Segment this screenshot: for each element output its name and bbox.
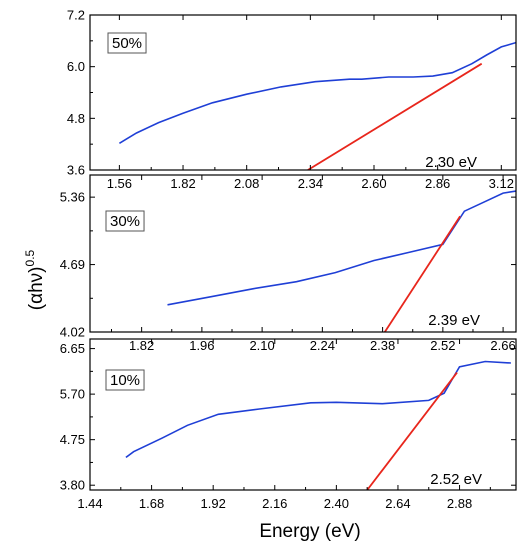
panel-frame bbox=[89, 14, 517, 171]
x-tick-label: 2.40 bbox=[324, 496, 349, 511]
x-tick-label: 2.38 bbox=[370, 338, 395, 353]
y-axis-title-base: (αhν) bbox=[26, 266, 47, 310]
x-tick-label: 2.24 bbox=[310, 338, 335, 353]
y-tick-label: 7.2 bbox=[67, 8, 85, 23]
y-tick-label: 5.70 bbox=[60, 387, 85, 402]
y-axis-title: (αhν)0.5 bbox=[23, 249, 47, 310]
x-tick-label: 1.68 bbox=[139, 496, 164, 511]
band-gap-annotation: 2.52 eV bbox=[430, 471, 482, 488]
band-gap-annotation: 2.30 eV bbox=[425, 154, 477, 171]
panel-label-box bbox=[107, 32, 147, 54]
x-tick-label: 1.82 bbox=[129, 338, 154, 353]
y-tick-label: 6.65 bbox=[60, 341, 85, 356]
x-tick-label: 2.86 bbox=[425, 176, 450, 191]
x-tick-label: 3.12 bbox=[489, 176, 514, 191]
y-tick-label: 3.6 bbox=[67, 163, 85, 178]
panel-3: 1.44 1.68 1.92 2.16 2.40 2.64 2.88 3.80 4.75 5.70… bbox=[60, 338, 517, 511]
y-tick-label: 4.75 bbox=[60, 432, 85, 447]
panel-frame bbox=[89, 174, 517, 333]
x-tick-label: 1.82 bbox=[170, 176, 195, 191]
y-tick-label: 4.02 bbox=[60, 325, 85, 340]
panel-label-box bbox=[105, 210, 145, 232]
data-line bbox=[118, 41, 516, 144]
tangent-fit-line bbox=[366, 372, 458, 490]
x-tick-label: 1.56 bbox=[107, 176, 132, 191]
y-axis-title-exponent: 0.5 bbox=[23, 249, 37, 266]
x-tick-label: 1.44 bbox=[77, 496, 102, 511]
x-tick-label: 2.34 bbox=[298, 176, 323, 191]
x-tick-label: 2.10 bbox=[249, 338, 274, 353]
x-tick-label: 2.16 bbox=[262, 496, 287, 511]
panel-label: 30% bbox=[110, 213, 140, 230]
band-gap-annotation: 2.39 eV bbox=[428, 312, 480, 329]
x-tick-label: 2.60 bbox=[361, 176, 386, 191]
panels-group: 1.56 1.82 2.08 2.34 2.60 2.86 3.12 3.6 4.8 6.0 7.2… bbox=[60, 8, 517, 511]
tangent-fit-line bbox=[384, 215, 461, 332]
y-tick-label: 3.80 bbox=[60, 478, 85, 493]
panel-label: 10% bbox=[110, 372, 140, 389]
panel-2: 1.82 1.96 2.10 2.24 2.38 2.52 2.66 4.02 4.69 5.36… bbox=[60, 174, 517, 353]
tangent-fit-line bbox=[307, 62, 483, 170]
panel-label: 50% bbox=[112, 35, 142, 52]
panel-label-box bbox=[105, 369, 145, 391]
x-tick-label: 2.52 bbox=[430, 338, 455, 353]
y-tick-label: 4.69 bbox=[60, 257, 85, 272]
y-tick-label: 6.0 bbox=[67, 59, 85, 74]
x-axis-title: Energy (eV) bbox=[259, 521, 360, 542]
data-line bbox=[167, 190, 516, 306]
svg-text:(αhν)0.5: (αhν)0.5 bbox=[23, 249, 47, 310]
panel-1: 1.56 1.82 2.08 2.34 2.60 2.86 3.12 3.6 4.8 6.0 7.2… bbox=[67, 8, 517, 191]
x-tick-label: 2.64 bbox=[385, 496, 410, 511]
y-tick-label: 5.36 bbox=[60, 190, 85, 205]
y-tick-label: 4.8 bbox=[67, 111, 85, 126]
panel-frame bbox=[89, 338, 517, 491]
x-tick-label: 2.88 bbox=[447, 496, 472, 511]
x-tick-label: 2.08 bbox=[234, 176, 259, 191]
x-tick-label: 1.96 bbox=[189, 338, 214, 353]
x-tick-label: 2.66 bbox=[490, 338, 515, 353]
x-tick-label: 1.92 bbox=[201, 496, 226, 511]
data-line bbox=[125, 360, 511, 459]
